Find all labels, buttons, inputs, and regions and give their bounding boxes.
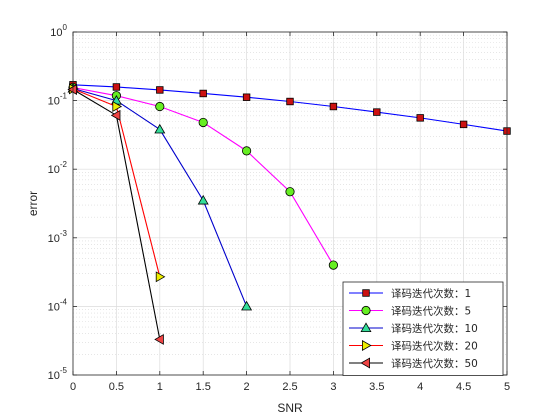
x-tick-label: 3.5 <box>369 381 384 393</box>
y-tick-label: 10-4 <box>48 297 68 313</box>
legend-entry: 译码迭代次数：50 <box>349 357 478 370</box>
series-point <box>154 333 164 345</box>
legend-label: 译码迭代次数：5 <box>391 305 471 318</box>
series-point <box>67 84 77 96</box>
series-point <box>155 271 166 283</box>
x-axis-label: SNR <box>277 401 303 415</box>
y-tick-label: 10-2 <box>48 160 68 176</box>
series-3 <box>67 82 253 311</box>
y-axis-label: error <box>26 191 40 216</box>
legend-entry: 译码迭代次数：10 <box>349 322 478 335</box>
legend-marker <box>360 322 372 333</box>
legend-entry: 译码迭代次数：1 <box>349 287 471 300</box>
series-point <box>329 102 338 111</box>
series-point <box>459 120 468 129</box>
legend-label: 译码迭代次数：50 <box>391 357 478 370</box>
legend-marker <box>361 340 372 351</box>
y-tick-label: 10-3 <box>48 229 68 245</box>
series-point <box>154 123 166 134</box>
series-point <box>373 108 381 116</box>
series-point <box>156 86 164 94</box>
series-point <box>242 146 252 156</box>
series-point <box>328 260 338 270</box>
series-point <box>286 97 294 106</box>
series-point <box>416 114 424 122</box>
legend-label: 译码迭代次数：20 <box>391 340 478 353</box>
x-tick-label: 2 <box>244 381 250 393</box>
legend-marker <box>360 357 371 369</box>
x-tick-label: 4.5 <box>456 381 471 393</box>
legend: 译码迭代次数：1 译码迭代次数：5 译码迭代次数：10 译码迭代次数：20 译码迭代次数… <box>342 281 504 376</box>
series-point <box>112 83 121 91</box>
y-tick-label: 100 <box>50 23 67 39</box>
legend-entry: 译码迭代次数：20 <box>349 340 478 353</box>
x-tick-label: 5 <box>504 381 510 393</box>
y-tick-label: 10-1 <box>48 92 68 108</box>
series-point <box>198 117 208 128</box>
series-point <box>199 89 207 98</box>
series-point <box>110 109 121 121</box>
x-tick-label: 4 <box>417 381 423 393</box>
x-tick-label: 0 <box>70 381 76 393</box>
series-point <box>242 93 251 101</box>
x-tick-labels: 0 0.5 1 1.5 2 2.5 3 3.5 4 4.5 5 <box>70 381 510 393</box>
series-point <box>155 101 165 112</box>
legend-entry: 译码迭代次数：5 <box>349 305 471 318</box>
legend-marker <box>362 289 370 297</box>
series-point <box>285 187 295 197</box>
x-tick-label: 0.5 <box>109 381 124 393</box>
legend-marker <box>361 305 371 316</box>
x-tick-label: 1.5 <box>196 381 211 393</box>
series-point <box>112 101 123 113</box>
series-5 <box>67 84 164 345</box>
y-tick-label: 10-5 <box>48 366 68 382</box>
series-point <box>197 194 209 205</box>
x-tick-label: 3 <box>330 381 336 393</box>
x-tick-label: 1 <box>157 381 163 393</box>
x-tick-label: 2.5 <box>282 381 297 393</box>
y-tick-labels: 100 10-1 10-2 10-3 10-4 10-5 <box>48 23 68 382</box>
series-point <box>241 300 253 311</box>
legend-label: 译码迭代次数：10 <box>391 322 478 335</box>
series-layer <box>67 81 511 345</box>
legend-label: 译码迭代次数：1 <box>391 287 471 300</box>
